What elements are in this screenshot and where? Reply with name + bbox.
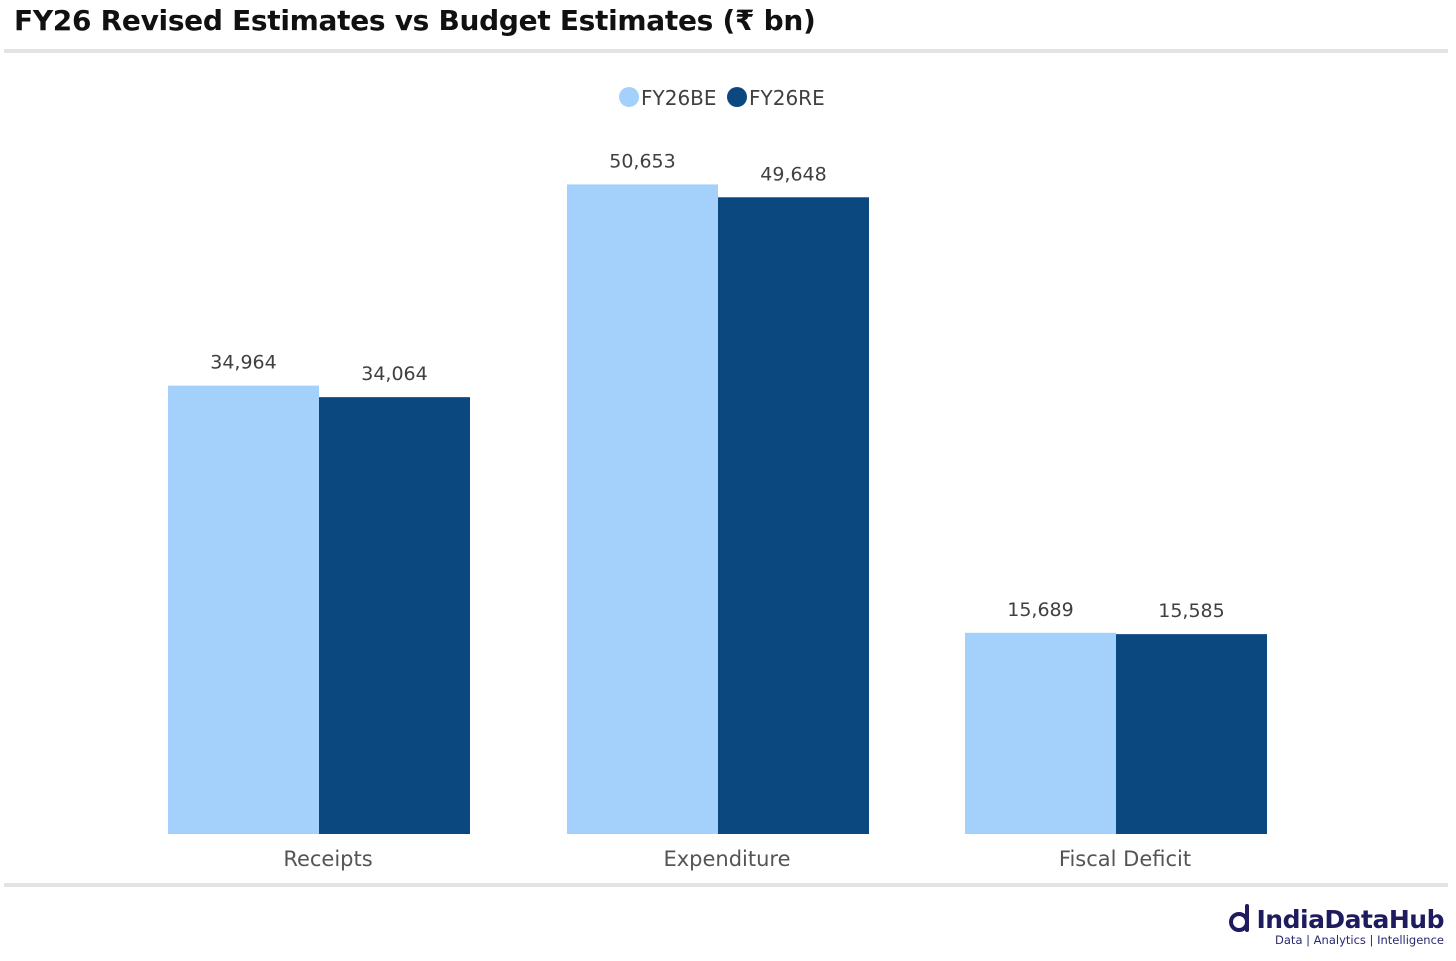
x-tick-label: Expenditure bbox=[663, 847, 790, 871]
x-tick-label: Fiscal Deficit bbox=[1059, 847, 1191, 871]
chart-title: FY26 Revised Estimates vs Budget Estimat… bbox=[14, 4, 816, 37]
bar-fy26re bbox=[1116, 634, 1267, 834]
legend-marker bbox=[727, 87, 747, 107]
legend-label: FY26RE bbox=[749, 86, 825, 110]
footer-divider bbox=[4, 883, 1448, 887]
data-label: 34,964 bbox=[210, 352, 276, 374]
data-label: 15,689 bbox=[1007, 599, 1073, 621]
title-divider bbox=[4, 49, 1448, 53]
bar-fy26re bbox=[319, 397, 470, 834]
logo-icon bbox=[1228, 904, 1249, 932]
legend-marker bbox=[619, 87, 639, 107]
data-label: 15,585 bbox=[1158, 600, 1224, 622]
brand-name: IndiaDataHub bbox=[1256, 904, 1445, 934]
bar-fy26be bbox=[567, 184, 718, 835]
bar-fy26be bbox=[168, 385, 319, 834]
bar-fy26be bbox=[965, 632, 1116, 834]
brand-logo: IndiaDataHub Data | Analytics | Intellig… bbox=[1227, 903, 1445, 947]
data-label: 34,064 bbox=[361, 363, 427, 385]
brand-tagline: Data | Analytics | Intelligence bbox=[1275, 933, 1444, 947]
x-tick-label: Receipts bbox=[283, 847, 372, 871]
legend-label: FY26BE bbox=[641, 86, 717, 110]
data-label: 50,653 bbox=[609, 150, 675, 172]
bar-fy26re bbox=[718, 197, 869, 834]
data-label: 49,648 bbox=[760, 163, 826, 185]
